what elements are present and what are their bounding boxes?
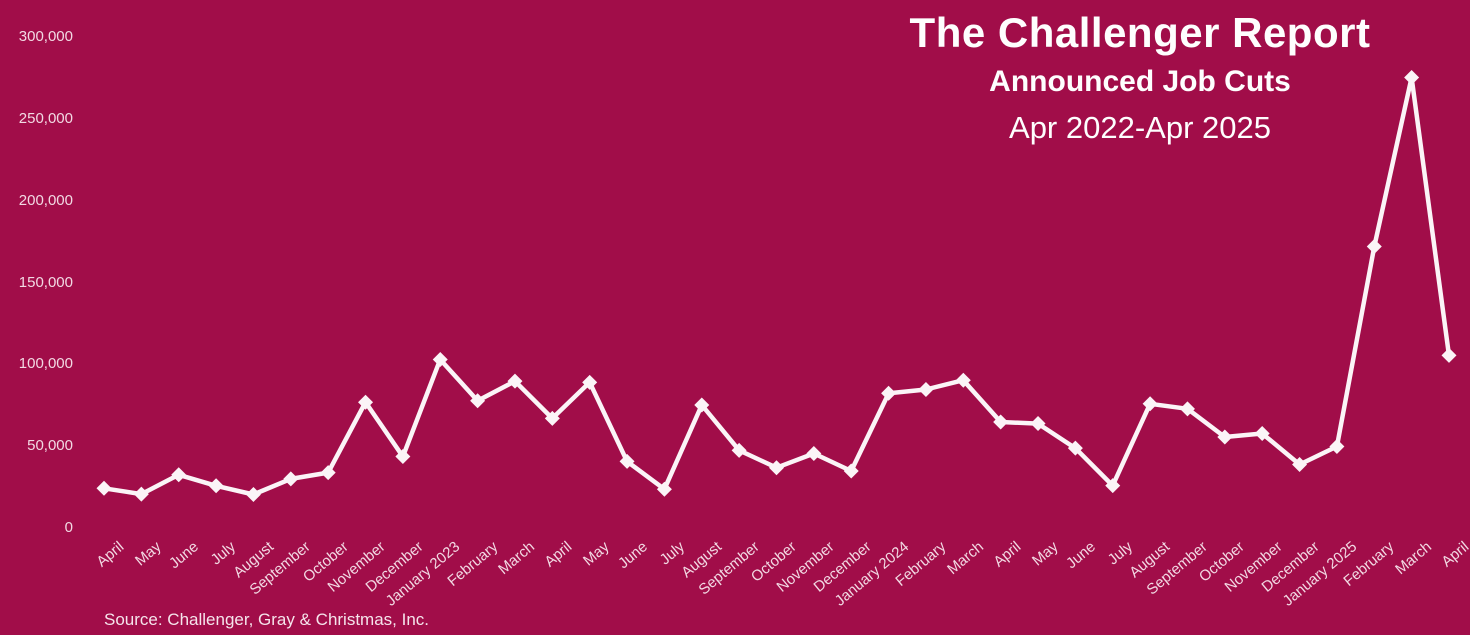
data-point-marker (320, 465, 336, 481)
data-point-marker (582, 374, 598, 390)
y-axis-tick-label: 0 (64, 519, 73, 536)
data-point-marker (358, 394, 374, 410)
y-axis-tick-label: 200,000 (18, 191, 73, 209)
data-point-marker (1254, 426, 1270, 442)
y-axis-tick-label: 150,000 (18, 273, 73, 291)
data-point-marker (1292, 457, 1308, 473)
data-point-marker (432, 352, 448, 368)
data-point-marker (881, 385, 897, 401)
data-point-marker (395, 449, 411, 465)
data-point-marker (1142, 396, 1158, 412)
data-point-marker (694, 397, 710, 413)
data-point-marker (133, 486, 149, 502)
data-point-marker (1030, 416, 1046, 432)
data-point-marker (806, 446, 822, 462)
data-point-marker (171, 467, 187, 483)
title-block: The Challenger Report Announced Job Cuts… (840, 9, 1440, 145)
data-point-marker (1179, 401, 1195, 417)
data-point-marker (768, 460, 784, 476)
data-point-marker (843, 463, 859, 479)
y-axis-tick-label: 250,000 (18, 109, 73, 127)
data-point-marker (619, 453, 635, 469)
source-note: Source: Challenger, Gray & Christmas, In… (104, 610, 430, 629)
data-point-marker (993, 414, 1009, 430)
data-point-marker (656, 481, 672, 497)
y-axis-tick-label: 300,000 (18, 28, 73, 45)
data-point-marker (544, 410, 560, 426)
data-point-marker (283, 471, 299, 487)
data-point-marker (1366, 238, 1382, 254)
data-point-marker (470, 393, 486, 409)
data-point-marker (208, 478, 224, 494)
chart-subtitle: Announced Job Cuts (989, 65, 1291, 98)
data-point-marker (1105, 478, 1121, 494)
footer-strip (0, 635, 1470, 640)
data-point-marker (1217, 429, 1233, 445)
data-point-marker (1441, 347, 1457, 363)
data-point-marker (96, 480, 112, 496)
chart-period-label: Apr 2022-Apr 2025 (1009, 110, 1271, 145)
chart-title: The Challenger Report (909, 9, 1371, 56)
y-axis-tick-label: 50,000 (27, 437, 73, 455)
data-point-marker (955, 372, 971, 388)
data-point-marker (245, 486, 261, 502)
data-point-marker (1329, 439, 1345, 455)
data-point-marker (507, 373, 523, 389)
data-point-marker (1404, 70, 1420, 86)
data-point-marker (731, 442, 747, 458)
data-point-marker (1067, 440, 1083, 456)
data-point-marker (918, 381, 934, 397)
y-axis-tick-label: 100,000 (18, 355, 73, 373)
